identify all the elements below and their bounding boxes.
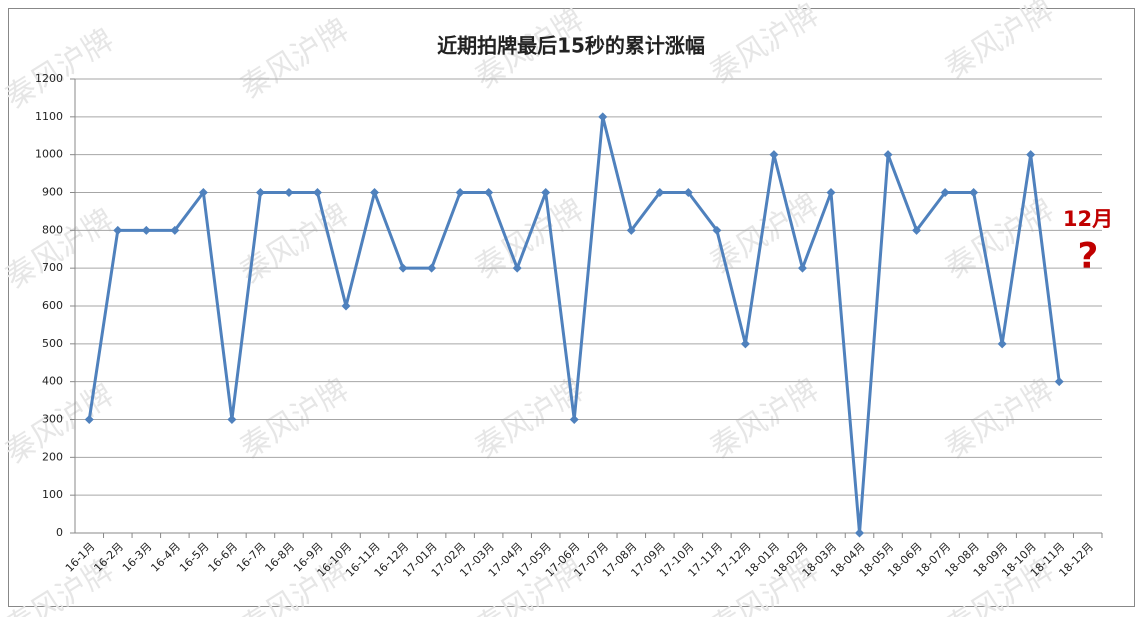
data-point — [113, 225, 123, 235]
data-point — [170, 225, 180, 235]
y-tick-label: 0 — [56, 526, 63, 539]
data-point — [312, 188, 322, 197]
y-tick-label: 700 — [42, 261, 63, 274]
data-point — [1054, 377, 1064, 387]
chart-title: 近期拍牌最后15秒的累计涨幅 — [437, 34, 705, 58]
data-point — [712, 225, 722, 235]
annotation: ? — [1078, 236, 1099, 277]
y-tick-label: 1200 — [35, 72, 63, 85]
data-point — [1026, 150, 1036, 160]
data-point — [541, 188, 551, 197]
data-point — [883, 150, 893, 160]
y-tick-label: 900 — [42, 186, 63, 199]
data-point — [398, 263, 408, 273]
y-tick-label: 100 — [42, 488, 63, 501]
y-tick-label: 200 — [42, 450, 63, 463]
data-point — [341, 301, 351, 311]
data-point — [855, 528, 865, 538]
y-tick-label: 1000 — [35, 148, 63, 161]
y-tick-label: 500 — [42, 337, 63, 350]
data-point — [655, 188, 665, 197]
data-point — [484, 188, 494, 197]
data-point — [969, 188, 979, 197]
data-point — [912, 225, 922, 235]
data-point — [598, 112, 608, 122]
data-point — [626, 225, 636, 235]
y-tick-label: 600 — [42, 299, 63, 312]
data-point — [940, 188, 950, 197]
data-point — [255, 188, 265, 197]
data-point — [997, 339, 1007, 349]
annotation: 12月 — [1063, 207, 1113, 231]
data-point — [569, 415, 579, 424]
data-point — [826, 188, 836, 197]
data-point — [284, 188, 294, 197]
data-point — [141, 225, 151, 235]
data-point — [84, 415, 94, 424]
y-tick-label: 1100 — [35, 110, 63, 123]
y-tick-label: 300 — [42, 413, 63, 426]
data-point — [227, 415, 237, 424]
data-point — [512, 263, 522, 273]
data-point — [427, 263, 437, 273]
data-point — [370, 188, 380, 197]
data-point — [797, 263, 807, 273]
chart-border — [8, 8, 1135, 607]
data-point — [740, 339, 750, 349]
data-point — [769, 150, 779, 160]
data-point — [198, 188, 208, 197]
data-point — [455, 188, 465, 197]
data-point — [683, 188, 693, 197]
y-tick-label: 400 — [42, 375, 63, 388]
y-tick-label: 800 — [42, 223, 63, 236]
